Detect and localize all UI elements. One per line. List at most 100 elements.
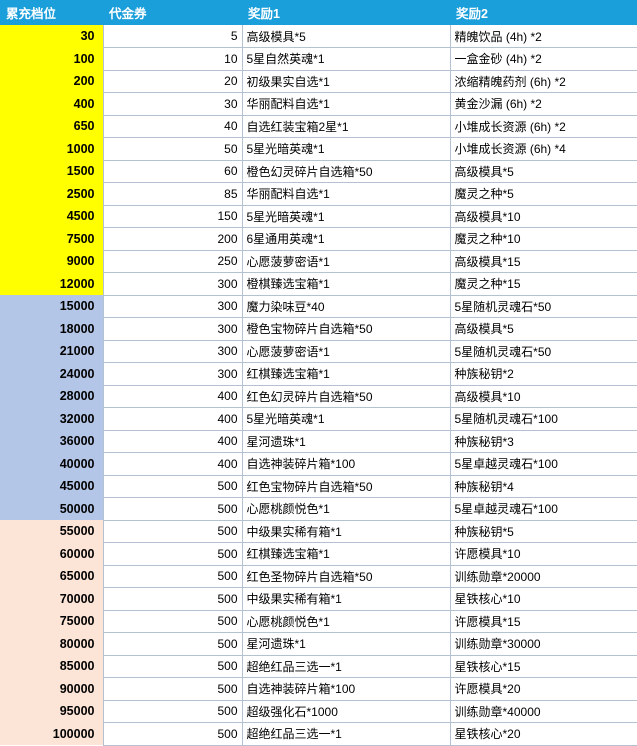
voucher-cell: 500 xyxy=(103,722,243,746)
voucher-cell: 500 xyxy=(103,700,243,723)
reward2-cell: 种族秘钥*4 xyxy=(450,475,637,498)
tier-cell: 32000 xyxy=(0,407,104,430)
reward1-cell: 华丽配料自选*1 xyxy=(242,92,451,116)
tier-cell: 75000 xyxy=(0,610,104,633)
voucher-cell: 300 xyxy=(103,362,243,386)
reward2-cell: 黄金沙漏 (6h) *2 xyxy=(450,92,637,116)
table-row: 60000 500 红棋臻选宝箱*1 许愿模具*10 xyxy=(0,542,637,566)
table-row: 85000 500 超绝红品三选一*1 星铁核心*15 xyxy=(0,655,637,678)
table-row: 1000 50 5星光暗英魂*1 小堆成长资源 (6h) *4 xyxy=(0,137,637,161)
tier-cell: 40000 xyxy=(0,452,104,475)
table-row: 32000 400 5星光暗英魂*1 5星随机灵魂石*100 xyxy=(0,407,637,431)
reward1-cell: 心愿菠萝密语*1 xyxy=(242,250,451,273)
table-row: 65000 500 红色圣物碎片自选箱*50 训练勋章*20000 xyxy=(0,565,637,588)
tier-cell: 60000 xyxy=(0,542,104,565)
reward2-cell: 精魄饮品 (4h) *2 xyxy=(450,25,637,48)
tier-cell: 7500 xyxy=(0,227,104,250)
tier-cell: 21000 xyxy=(0,340,104,363)
column-header-reward1: 奖励1 xyxy=(242,0,450,25)
table-row: 100 10 5星自然英魂*1 一盒金砂 (4h) *2 xyxy=(0,47,637,71)
table-row: 30 5 高级模具*5 精魄饮品 (4h) *2 xyxy=(0,25,637,48)
reward1-cell: 心愿桃颜悦色*1 xyxy=(242,497,451,521)
reward2-cell: 种族秘钥*3 xyxy=(450,430,637,453)
reward2-cell: 小堆成长资源 (6h) *4 xyxy=(450,137,637,161)
column-header-voucher: 代金券 xyxy=(103,0,242,25)
tier-cell: 100 xyxy=(0,47,104,70)
voucher-cell: 400 xyxy=(103,385,243,408)
voucher-cell: 50 xyxy=(103,137,243,161)
reward2-cell: 5星卓越灵魂石*100 xyxy=(450,497,637,521)
table-row: 50000 500 心愿桃颜悦色*1 5星卓越灵魂石*100 xyxy=(0,497,637,521)
reward2-cell: 许愿模具*20 xyxy=(450,677,637,701)
table-row: 2500 85 华丽配料自选*1 魔灵之种*5 xyxy=(0,182,637,206)
reward2-cell: 小堆成长资源 (6h) *2 xyxy=(450,115,637,138)
reward2-cell: 浓缩精魄药剂 (6h) *2 xyxy=(450,70,637,93)
reward2-cell: 高级模具*5 xyxy=(450,317,637,341)
reward2-cell: 训练勋章*40000 xyxy=(450,700,637,723)
voucher-cell: 500 xyxy=(103,497,243,521)
tier-cell: 650 xyxy=(0,115,104,138)
voucher-cell: 400 xyxy=(103,452,243,476)
reward1-cell: 橙棋臻选宝箱*1 xyxy=(242,272,451,296)
voucher-cell: 300 xyxy=(103,340,243,363)
reward2-cell: 高级模具*5 xyxy=(450,160,637,183)
reward2-cell: 星铁核心*15 xyxy=(450,655,637,678)
reward1-cell: 中级果实稀有箱*1 xyxy=(242,520,451,543)
tier-cell: 400 xyxy=(0,92,104,115)
reward1-cell: 红棋臻选宝箱*1 xyxy=(242,362,451,386)
voucher-cell: 500 xyxy=(103,520,243,543)
table-row: 100000 500 超绝红品三选一*1 星铁核心*20 xyxy=(0,722,637,746)
table-row: 24000 300 红棋臻选宝箱*1 种族秘钥*2 xyxy=(0,362,637,386)
reward1-cell: 超绝红品三选一*1 xyxy=(242,722,451,746)
reward1-cell: 超级强化石*1000 xyxy=(242,700,451,723)
table-row: 7500 200 6星通用英魂*1 魔灵之种*10 xyxy=(0,227,637,251)
table-row: 9000 250 心愿菠萝密语*1 高级模具*15 xyxy=(0,250,637,273)
voucher-cell: 300 xyxy=(103,295,243,318)
reward1-cell: 橙色幻灵碎片自选箱*50 xyxy=(242,160,451,183)
table-row: 28000 400 红色幻灵碎片自选箱*50 高级模具*10 xyxy=(0,385,637,408)
tier-cell: 70000 xyxy=(0,587,104,610)
reward2-cell: 5星随机灵魂石*50 xyxy=(450,295,637,318)
voucher-cell: 500 xyxy=(103,655,243,678)
reward2-cell: 训练勋章*20000 xyxy=(450,565,637,588)
voucher-cell: 500 xyxy=(103,565,243,588)
reward1-cell: 5星光暗英魂*1 xyxy=(242,407,451,431)
column-header-tier: 累充档位 xyxy=(0,0,103,25)
reward2-cell: 训练勋章*30000 xyxy=(450,632,637,656)
voucher-cell: 85 xyxy=(103,182,243,206)
table-row: 45000 500 红色宝物碎片自选箱*50 种族秘钥*4 xyxy=(0,475,637,498)
voucher-cell: 200 xyxy=(103,227,243,251)
voucher-cell: 300 xyxy=(103,317,243,341)
voucher-cell: 30 xyxy=(103,92,243,116)
reward1-cell: 红色圣物碎片自选箱*50 xyxy=(242,565,451,588)
reward1-cell: 5星自然英魂*1 xyxy=(242,47,451,71)
tier-cell: 50000 xyxy=(0,497,104,520)
table-row: 650 40 自选红装宝箱2星*1 小堆成长资源 (6h) *2 xyxy=(0,115,637,138)
tier-cell: 15000 xyxy=(0,295,104,318)
tier-cell: 4500 xyxy=(0,205,104,228)
voucher-cell: 10 xyxy=(103,47,243,71)
reward2-cell: 魔灵之种*10 xyxy=(450,227,637,251)
voucher-cell: 150 xyxy=(103,205,243,228)
tier-cell: 85000 xyxy=(0,655,104,678)
voucher-cell: 250 xyxy=(103,250,243,273)
table-row: 1500 60 橙色幻灵碎片自选箱*50 高级模具*5 xyxy=(0,160,637,183)
tier-cell: 28000 xyxy=(0,385,104,408)
tier-cell: 65000 xyxy=(0,565,104,588)
voucher-cell: 500 xyxy=(103,610,243,633)
voucher-cell: 500 xyxy=(103,475,243,498)
voucher-cell: 60 xyxy=(103,160,243,183)
table-row: 90000 500 自选神装碎片箱*100 许愿模具*20 xyxy=(0,677,637,701)
tier-cell: 90000 xyxy=(0,677,104,700)
reward2-cell: 高级模具*10 xyxy=(450,205,637,228)
tier-cell: 36000 xyxy=(0,430,104,453)
tier-cell: 45000 xyxy=(0,475,104,498)
table-row: 55000 500 中级果实稀有箱*1 种族秘钥*5 xyxy=(0,520,637,543)
reward1-cell: 5星光暗英魂*1 xyxy=(242,137,451,161)
table-row: 400 30 华丽配料自选*1 黄金沙漏 (6h) *2 xyxy=(0,92,637,116)
table-row: 200 20 初级果实自选*1 浓缩精魄药剂 (6h) *2 xyxy=(0,70,637,93)
reward2-cell: 星铁核心*10 xyxy=(450,587,637,611)
reward1-cell: 星河遗珠*1 xyxy=(242,430,451,453)
table-row: 12000 300 橙棋臻选宝箱*1 魔灵之种*15 xyxy=(0,272,637,296)
